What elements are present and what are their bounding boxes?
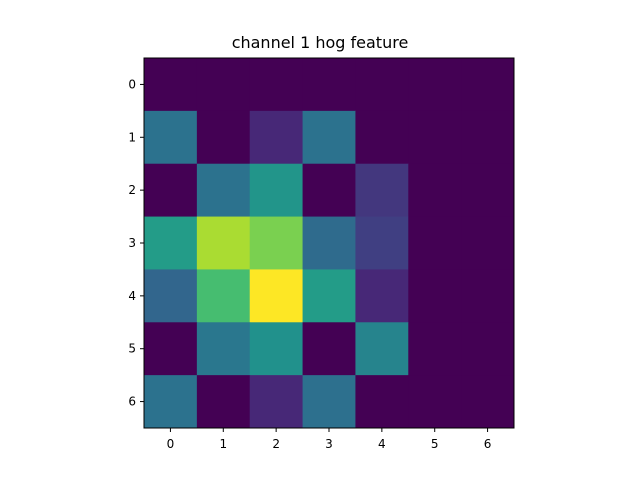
heatmap-cell-r3-c2 [249, 216, 304, 270]
heatmap-cell-r6-c1 [196, 375, 251, 429]
heatmap-cell-r2-c6 [461, 163, 515, 218]
heatmap-cell-r4-c5 [408, 269, 462, 323]
heatmap-cell-r0-c2 [249, 58, 304, 112]
y-tick-label: 5 [128, 342, 136, 356]
heatmap-cell-r2-c5 [408, 163, 462, 218]
heatmap-cell-r0-c3 [302, 58, 356, 112]
y-tick-label: 1 [128, 130, 136, 144]
heatmap-cell-r2-c2 [249, 163, 304, 218]
x-tick-label: 4 [378, 437, 386, 451]
heatmap-cell-r1-c3 [302, 110, 356, 165]
y-axis-ticks: 0 1 2 3 4 5 6 [128, 77, 144, 409]
heatmap-cell-r1-c0 [144, 110, 198, 165]
heatmap-cell-r0-c6 [461, 58, 515, 112]
heatmap-cell-r6-c3 [302, 375, 356, 429]
heatmap-cell-r5-c6 [461, 322, 515, 376]
heatmap-cell-r4-c1 [196, 269, 251, 323]
y-tick-label: 0 [128, 77, 136, 91]
heatmap-cell-r3-c5 [408, 216, 462, 270]
x-tick-label: 5 [431, 437, 439, 451]
heatmap-cell-r5-c2 [249, 322, 304, 376]
heatmap-cell-r4-c2 [249, 269, 304, 323]
heatmap-cell-r3-c1 [196, 216, 251, 270]
x-tick-label: 6 [484, 437, 492, 451]
heatmap-cell-r6-c5 [408, 375, 462, 429]
heatmap-cell-r4-c0 [144, 269, 198, 323]
heatmap-cell-r1-c4 [355, 110, 409, 165]
x-tick-label: 3 [325, 437, 333, 451]
heatmap-cell-r0-c4 [355, 58, 409, 112]
heatmap-cell-r5-c1 [196, 322, 251, 376]
chart-title: channel 1 hog feature [231, 33, 409, 52]
heatmap-cell-r6-c4 [355, 375, 409, 429]
heatmap-cell-r5-c4 [355, 322, 409, 376]
y-tick-label: 4 [128, 289, 136, 303]
heatmap-cell-r3-c0 [144, 216, 198, 270]
heatmap-cell-r3-c4 [355, 216, 409, 270]
heatmap-cell-r2-c3 [302, 163, 356, 218]
y-tick-label: 2 [128, 183, 136, 197]
x-tick-label: 0 [167, 437, 175, 451]
heatmap-cell-r0-c0 [144, 58, 198, 112]
y-tick-label: 3 [128, 236, 136, 250]
heatmap-cell-r1-c1 [196, 110, 251, 165]
heatmap-cell-r5-c5 [408, 322, 462, 376]
heatmap-cell-r0-c5 [408, 58, 462, 112]
heatmap-cell-r4-c3 [302, 269, 356, 323]
heatmap-cell-r4-c6 [461, 269, 515, 323]
x-tick-label: 2 [272, 437, 280, 451]
heatmap-cell-r6-c0 [144, 375, 198, 429]
heatmap-cell-r5-c0 [144, 322, 198, 376]
heatmap-cell-r1-c5 [408, 110, 462, 165]
x-tick-label: 1 [219, 437, 227, 451]
heatmap-cell-r3-c3 [302, 216, 356, 270]
heatmap-cell-r0-c1 [196, 58, 251, 112]
x-axis-ticks: 0 1 2 3 4 5 6 [167, 428, 492, 451]
y-tick-label: 6 [128, 395, 136, 409]
heatmap-cell-r2-c1 [196, 163, 251, 218]
heatmap-cell-r2-c0 [144, 163, 198, 218]
heatmap-cell-r3-c6 [461, 216, 515, 270]
heatmap-cell-r6-c2 [249, 375, 304, 429]
heatmap-cell-r2-c4 [355, 163, 409, 218]
heatmap-cell-r4-c4 [355, 269, 409, 323]
heatmap-cell-r6-c6 [461, 375, 515, 429]
heatmap-cells [144, 58, 515, 429]
heatmap-cell-r5-c3 [302, 322, 356, 376]
heatmap-cell-r1-c6 [461, 110, 515, 165]
heatmap-cell-r1-c2 [249, 110, 304, 165]
